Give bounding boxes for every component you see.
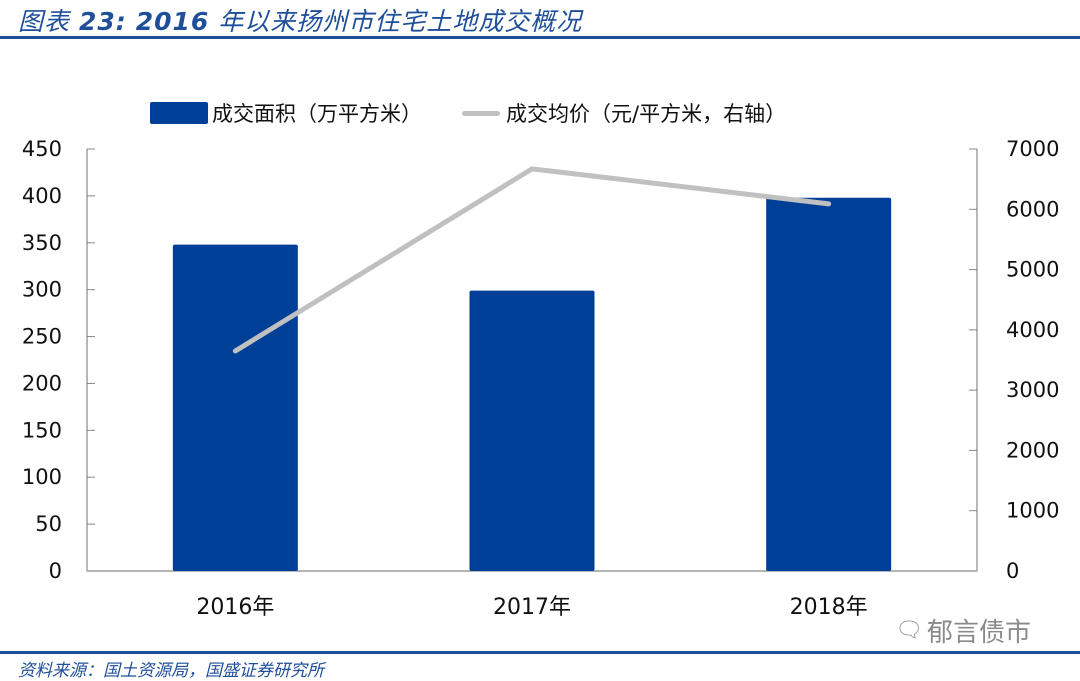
bar	[766, 197, 892, 571]
bar	[172, 244, 298, 572]
right-tick-label: 2000	[1006, 438, 1059, 462]
right-tick-label: 1000	[1006, 499, 1059, 523]
legend-line-label: 成交均价（元/平方米，右轴）	[506, 102, 787, 126]
figure-label: 图表	[18, 7, 71, 36]
right-tick-label: 0	[1006, 559, 1019, 583]
right-tick-label: 7000	[1006, 137, 1059, 161]
bottom-divider	[0, 651, 1080, 654]
wechat-icon: 🗨	[895, 618, 923, 643]
x-tick-label: 2016年	[196, 595, 274, 620]
left-tick-label: 450	[22, 137, 62, 161]
legend-item-price: 成交均价（元/平方米，右轴）	[462, 98, 786, 128]
figure-title: 图表 23: 2016 年以来扬州市住宅土地成交概况	[18, 2, 582, 38]
left-tick-label: 400	[22, 184, 62, 208]
watermark-text: 郁言债市	[926, 618, 1031, 648]
left-tick-label: 250	[22, 325, 62, 349]
left-tick-label: 150	[22, 418, 62, 442]
left-tick-label: 300	[22, 278, 62, 302]
bar-series	[172, 197, 892, 572]
price-line	[232, 166, 832, 354]
x-tick-label: 2017年	[493, 595, 571, 620]
left-tick-label: 50	[35, 512, 62, 536]
line-series	[232, 166, 832, 354]
legend-bar-label: 成交面积（万平方米）	[212, 102, 422, 126]
left-tick-label: 200	[22, 371, 62, 395]
chart-legend: 成交面积（万平方米） 成交均价（元/平方米，右轴）	[150, 96, 826, 130]
right-tick-label: 4000	[1006, 318, 1059, 342]
left-tick-label: 0	[49, 559, 62, 583]
right-tick-label: 3000	[1006, 378, 1059, 402]
top-divider	[0, 36, 1080, 39]
figure-title-text: 年以来扬州市住宅土地成交概况	[218, 7, 583, 36]
bar	[469, 290, 595, 571]
figure-year: 2016	[135, 7, 210, 36]
right-tick-label: 5000	[1006, 258, 1059, 282]
watermark: 🗨 郁言债市	[895, 612, 1031, 649]
bar-swatch-icon	[150, 102, 208, 124]
right-tick-label: 6000	[1006, 197, 1059, 221]
axis-labels: 0 50 100 150 200 250 300 350 400 450 0 1000 2000 3000…	[22, 137, 1060, 620]
x-tick-label: 2018年	[790, 595, 868, 620]
legend-item-area: 成交面积（万平方米）	[150, 98, 422, 128]
line-swatch-icon	[462, 110, 500, 116]
figure-number: 23:	[78, 7, 127, 36]
left-tick-label: 100	[22, 465, 62, 489]
left-tick-label: 350	[22, 231, 62, 255]
source-note: 资料来源：国土资源局，国盛证券研究所	[18, 661, 324, 681]
